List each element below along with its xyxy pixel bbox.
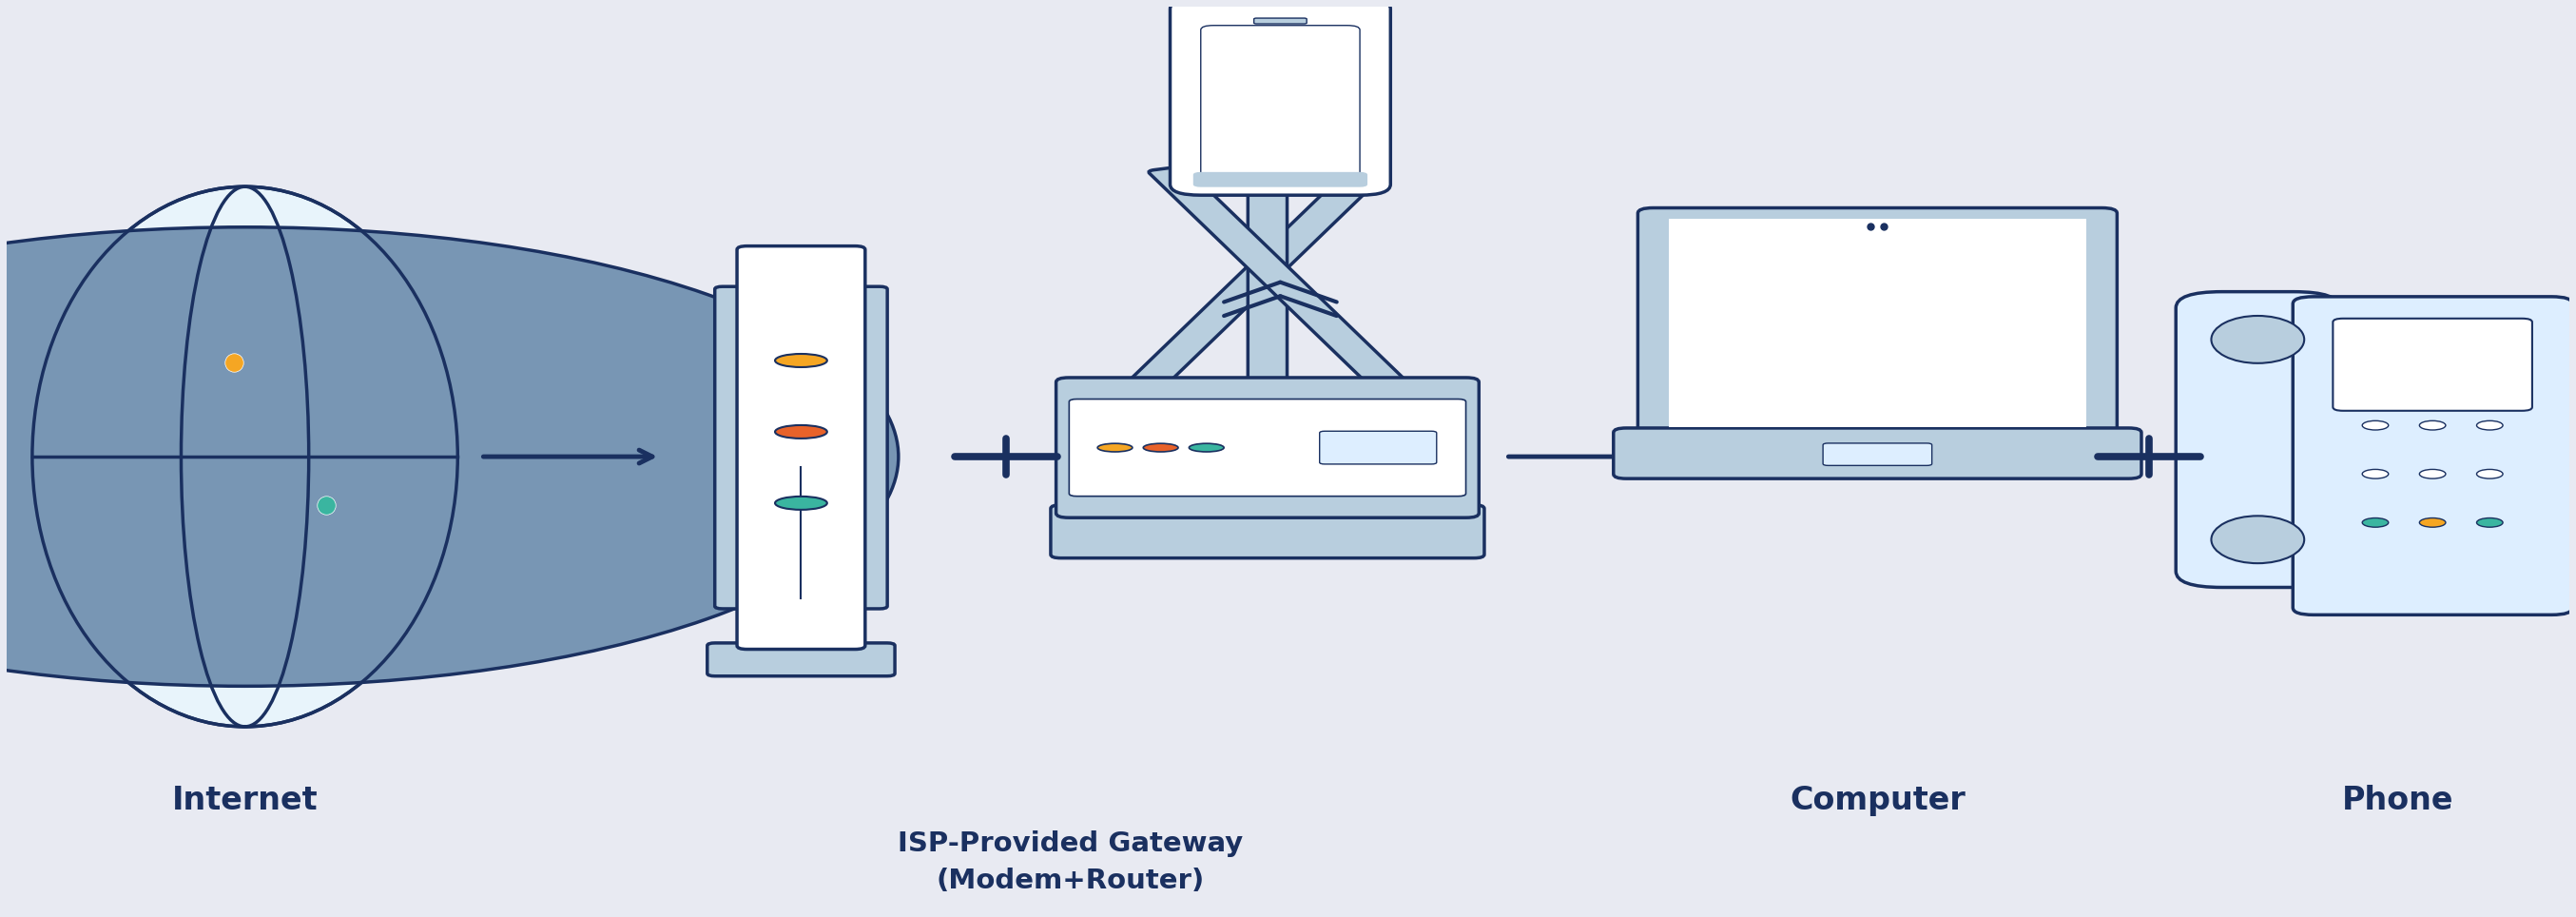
Ellipse shape [1097, 444, 1133, 452]
Ellipse shape [2210, 516, 2306, 563]
FancyBboxPatch shape [2293, 297, 2573, 614]
Text: Computer: Computer [1790, 785, 1965, 816]
Ellipse shape [1144, 444, 1177, 452]
FancyBboxPatch shape [1056, 378, 1479, 518]
FancyBboxPatch shape [1149, 167, 1406, 386]
FancyBboxPatch shape [1128, 167, 1386, 386]
Ellipse shape [775, 354, 827, 367]
Circle shape [2362, 421, 2388, 430]
Ellipse shape [33, 187, 459, 726]
FancyBboxPatch shape [1193, 172, 1368, 187]
FancyBboxPatch shape [1170, 0, 1391, 195]
FancyBboxPatch shape [1247, 155, 1288, 385]
FancyBboxPatch shape [1255, 18, 1306, 24]
Ellipse shape [2210, 315, 2306, 363]
FancyBboxPatch shape [1638, 208, 2117, 438]
FancyBboxPatch shape [842, 286, 886, 609]
FancyBboxPatch shape [708, 643, 894, 676]
FancyBboxPatch shape [737, 246, 866, 649]
FancyBboxPatch shape [1200, 26, 1360, 177]
FancyBboxPatch shape [714, 286, 760, 609]
FancyBboxPatch shape [1613, 428, 2141, 479]
Bar [1669, 219, 2087, 427]
Circle shape [2419, 470, 2445, 479]
FancyBboxPatch shape [2334, 318, 2532, 411]
Ellipse shape [1190, 444, 1224, 452]
Text: Internet: Internet [173, 785, 317, 816]
Circle shape [2419, 421, 2445, 430]
Circle shape [2476, 518, 2504, 527]
Circle shape [0, 227, 899, 686]
Circle shape [2419, 518, 2445, 527]
FancyBboxPatch shape [1824, 443, 1932, 466]
Text: ISP-Provided Gateway
(Modem+Router): ISP-Provided Gateway (Modem+Router) [896, 830, 1242, 894]
Text: Phone: Phone [2342, 785, 2452, 816]
FancyBboxPatch shape [1069, 399, 1466, 496]
Ellipse shape [775, 496, 827, 510]
Circle shape [2362, 470, 2388, 479]
FancyBboxPatch shape [1319, 431, 1437, 464]
Circle shape [2476, 421, 2504, 430]
Ellipse shape [775, 425, 827, 438]
Circle shape [2362, 518, 2388, 527]
FancyBboxPatch shape [1051, 505, 1484, 558]
Circle shape [2476, 470, 2504, 479]
FancyBboxPatch shape [2177, 292, 2339, 588]
